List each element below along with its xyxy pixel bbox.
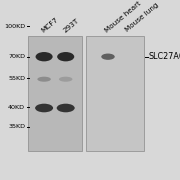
Ellipse shape bbox=[35, 52, 53, 61]
Ellipse shape bbox=[59, 77, 72, 82]
Ellipse shape bbox=[35, 104, 53, 112]
Bar bbox=[28, 36, 82, 151]
Text: 35KD: 35KD bbox=[8, 124, 25, 129]
Text: MCF7: MCF7 bbox=[40, 16, 59, 33]
Text: 70KD: 70KD bbox=[8, 54, 25, 59]
Ellipse shape bbox=[57, 104, 75, 112]
Bar bbox=[86, 36, 144, 151]
Text: Mouse heart: Mouse heart bbox=[104, 0, 143, 33]
Text: 100KD: 100KD bbox=[4, 24, 25, 29]
Text: Mouse lung: Mouse lung bbox=[124, 2, 160, 33]
Ellipse shape bbox=[57, 52, 74, 61]
Ellipse shape bbox=[101, 53, 115, 60]
Text: SLC27A6: SLC27A6 bbox=[148, 52, 180, 61]
Text: 40KD: 40KD bbox=[8, 105, 25, 110]
Text: 55KD: 55KD bbox=[8, 76, 25, 81]
Text: 293T: 293T bbox=[62, 17, 80, 33]
Ellipse shape bbox=[37, 77, 51, 82]
